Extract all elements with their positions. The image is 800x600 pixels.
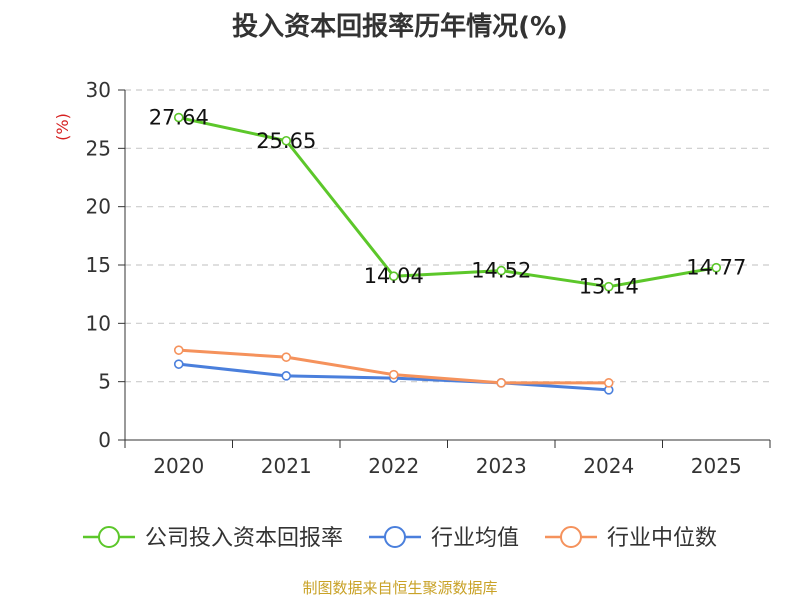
data-label: 13.14 [579, 275, 639, 299]
y-tick-label: 10 [86, 311, 111, 335]
legend-symbol-marker [97, 526, 120, 548]
data-label-layer: 27.64 25.65 14.04 14.52 13.14 14.77 [149, 106, 747, 299]
data-point [603, 378, 614, 388]
legend: 公司投入资本回报率 行业均值 行业中位数 [82, 526, 717, 551]
x-tick-label: 2022 [368, 454, 419, 478]
data-point [711, 262, 722, 273]
series-line-0 [178, 116, 717, 289]
legend-label: 行业均值 [431, 526, 519, 551]
y-tick-label: 20 [86, 195, 111, 219]
data-point [603, 281, 614, 292]
data-point [281, 352, 292, 362]
grid-layer [125, 89, 770, 383]
data-point [281, 371, 292, 381]
x-tick-label: 2024 [583, 454, 634, 478]
y-tick-label: 25 [86, 136, 111, 160]
data-point [388, 271, 399, 282]
data-point [496, 265, 507, 276]
legend-symbol-marker [560, 526, 583, 548]
legend-label: 公司投入资本回报率 [145, 526, 343, 551]
data-label: 27.64 [149, 106, 209, 130]
y-tick-label: 30 [86, 78, 111, 102]
data-point [173, 359, 184, 369]
data-point [281, 135, 292, 146]
x-tick-label: 2020 [153, 454, 204, 478]
chart-title: 投入资本回报率历年情况(%) [232, 12, 568, 42]
legend-label: 行业中位数 [607, 526, 717, 551]
data-point [496, 378, 507, 388]
y-tick-label: 0 [98, 428, 111, 452]
source-note: 制图数据来自恒生聚源数据库 [302, 579, 498, 597]
y-axis-unit: (%) [53, 113, 72, 141]
x-tick-label: 2021 [261, 454, 312, 478]
data-label: 14.04 [364, 264, 424, 288]
data-label: 25.65 [256, 129, 316, 153]
data-point [173, 345, 184, 355]
y-tick-label: 5 [98, 370, 111, 394]
data-point [388, 369, 399, 380]
series-layer [173, 112, 722, 395]
y-tick-label: 15 [86, 253, 111, 277]
data-label: 14.52 [471, 259, 531, 283]
x-tick-label: 2025 [691, 454, 742, 478]
x-tick-label: 2023 [476, 454, 527, 478]
data-point [173, 112, 184, 123]
data-label: 14.77 [686, 256, 746, 280]
legend-symbol-marker [383, 526, 406, 548]
